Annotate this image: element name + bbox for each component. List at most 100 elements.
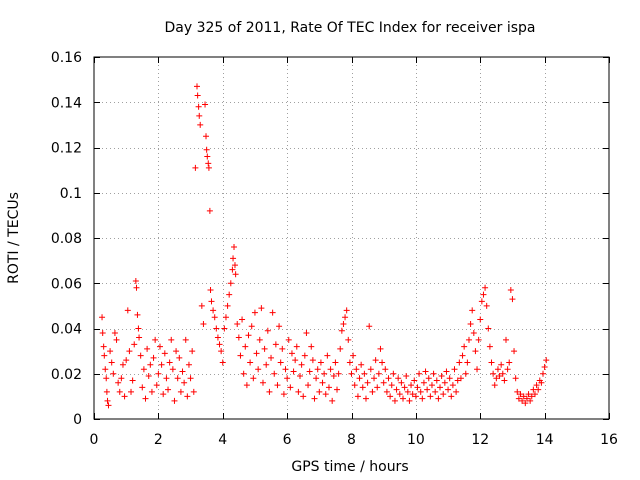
data-point: [292, 357, 299, 364]
data-point: [261, 345, 268, 352]
data-point: [438, 373, 445, 380]
data-point: [142, 395, 149, 402]
data-point: [501, 377, 508, 384]
data-point: [179, 368, 186, 375]
data-point: [332, 359, 339, 366]
data-point: [427, 393, 434, 400]
data-point: [528, 393, 535, 400]
data-point: [533, 382, 540, 389]
data-point: [288, 350, 295, 357]
data-point: [340, 320, 347, 327]
data-point: [322, 391, 329, 398]
data-point: [498, 361, 505, 368]
data-point: [168, 336, 175, 343]
axis-ticks: [94, 57, 610, 420]
data-point: [527, 397, 534, 404]
data-point: [161, 350, 168, 357]
data-point: [428, 382, 435, 389]
data-point: [490, 370, 497, 377]
data-point: [353, 366, 360, 373]
data-point: [541, 363, 548, 370]
data-point: [163, 375, 170, 382]
data-point: [198, 302, 205, 309]
data-point: [250, 375, 257, 382]
data-point: [268, 354, 275, 361]
data-point: [369, 388, 376, 395]
data-point: [461, 343, 468, 350]
data-point: [226, 291, 233, 298]
data-point: [388, 382, 395, 389]
grid-layer: [94, 57, 609, 419]
data-point: [134, 311, 141, 318]
data-point: [111, 330, 118, 337]
data-point: [264, 327, 271, 334]
data-point: [308, 343, 315, 350]
data-point: [465, 336, 472, 343]
data-point: [107, 348, 114, 355]
data-point: [285, 336, 292, 343]
data-point: [317, 359, 324, 366]
data-point: [253, 350, 260, 357]
data-point: [531, 391, 538, 398]
data-point: [364, 379, 371, 386]
data-point: [231, 244, 238, 251]
y-tick-label: 0.04: [51, 322, 82, 338]
data-point: [345, 336, 352, 343]
data-point: [362, 395, 369, 402]
data-point: [474, 366, 481, 373]
data-point: [309, 357, 316, 364]
data-point: [324, 352, 331, 359]
data-point: [208, 298, 215, 305]
data-point: [203, 146, 210, 153]
data-point: [507, 287, 514, 294]
data-point: [216, 341, 223, 348]
data-point: [437, 384, 444, 391]
data-point: [416, 370, 423, 377]
data-point: [449, 382, 456, 389]
x-tick-label: 6: [283, 432, 292, 448]
data-point: [511, 348, 518, 355]
data-point: [230, 255, 237, 262]
data-point: [192, 164, 199, 171]
data-point: [232, 271, 239, 278]
data-point: [401, 384, 408, 391]
data-point: [351, 382, 358, 389]
data-point: [276, 323, 283, 330]
data-point: [204, 153, 211, 160]
data-point: [298, 361, 305, 368]
data-point: [400, 395, 406, 402]
data-point: [503, 336, 509, 343]
data-point: [403, 373, 410, 380]
data-point: [251, 309, 258, 316]
data-point: [359, 384, 366, 391]
data-point: [385, 375, 392, 382]
data-point: [99, 330, 106, 337]
data-point: [279, 345, 286, 352]
data-point: [181, 379, 188, 386]
data-point: [274, 382, 281, 389]
data-point: [100, 343, 107, 350]
data-point: [506, 359, 513, 366]
data-point: [494, 366, 501, 373]
data-point: [102, 366, 109, 373]
data-point: [412, 393, 419, 400]
data-point: [169, 366, 176, 373]
data-point: [454, 377, 461, 384]
data-point: [393, 386, 400, 393]
data-point: [176, 354, 183, 361]
data-point: [118, 375, 125, 382]
data-point: [160, 391, 167, 398]
data-point: [404, 388, 411, 395]
data-point: [327, 366, 334, 373]
data-point: [509, 296, 516, 303]
x-tick-label: 4: [218, 432, 227, 448]
data-point: [248, 323, 255, 330]
data-point: [133, 284, 140, 291]
data-point: [319, 379, 326, 386]
data-point: [203, 133, 210, 140]
data-point: [271, 370, 278, 377]
data-point: [295, 388, 302, 395]
data-point: [211, 314, 218, 321]
data-point: [329, 397, 336, 404]
data-point: [358, 361, 365, 368]
